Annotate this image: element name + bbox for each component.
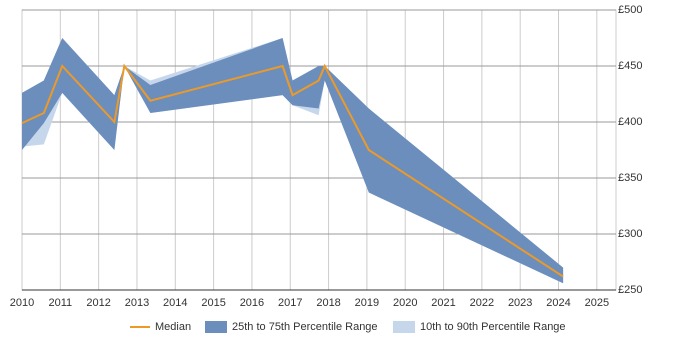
x-tick-label: 2023 bbox=[508, 297, 532, 309]
legend-label: 10th to 90th Percentile Range bbox=[420, 321, 566, 333]
x-tick-label: 2016 bbox=[240, 297, 264, 309]
y-tick-label: £450 bbox=[618, 60, 642, 72]
legend-label: Median bbox=[155, 321, 191, 333]
x-tick-label: 2014 bbox=[163, 297, 187, 309]
y-tick-label: £350 bbox=[618, 172, 642, 184]
y-tick-label: £500 bbox=[618, 4, 642, 16]
x-tick-label: 2024 bbox=[546, 297, 570, 309]
x-tick-label: 2011 bbox=[48, 297, 72, 309]
x-tick-label: 2018 bbox=[316, 297, 340, 309]
x-tick-label: 2025 bbox=[585, 297, 609, 309]
x-tick-label: 2015 bbox=[201, 297, 225, 309]
y-tick-label: £300 bbox=[618, 228, 642, 240]
median-line bbox=[21, 63, 564, 278]
x-tick-label: 2013 bbox=[125, 297, 149, 309]
legend-swatch bbox=[393, 321, 415, 333]
y-tick-label: £250 bbox=[618, 284, 642, 296]
x-tick-label: 2021 bbox=[431, 297, 455, 309]
x-tick-label: 2017 bbox=[278, 297, 302, 309]
legend-label: 25th to 75th Percentile Range bbox=[232, 321, 378, 333]
x-tick-label: 2019 bbox=[355, 297, 379, 309]
x-tick-label: 2012 bbox=[86, 297, 110, 309]
x-tick-label: 2010 bbox=[10, 297, 34, 309]
x-tick-label: 2022 bbox=[470, 297, 494, 309]
y-tick-label: £400 bbox=[618, 116, 642, 128]
legend-swatch bbox=[205, 321, 227, 333]
x-tick-label: 2020 bbox=[393, 297, 417, 309]
